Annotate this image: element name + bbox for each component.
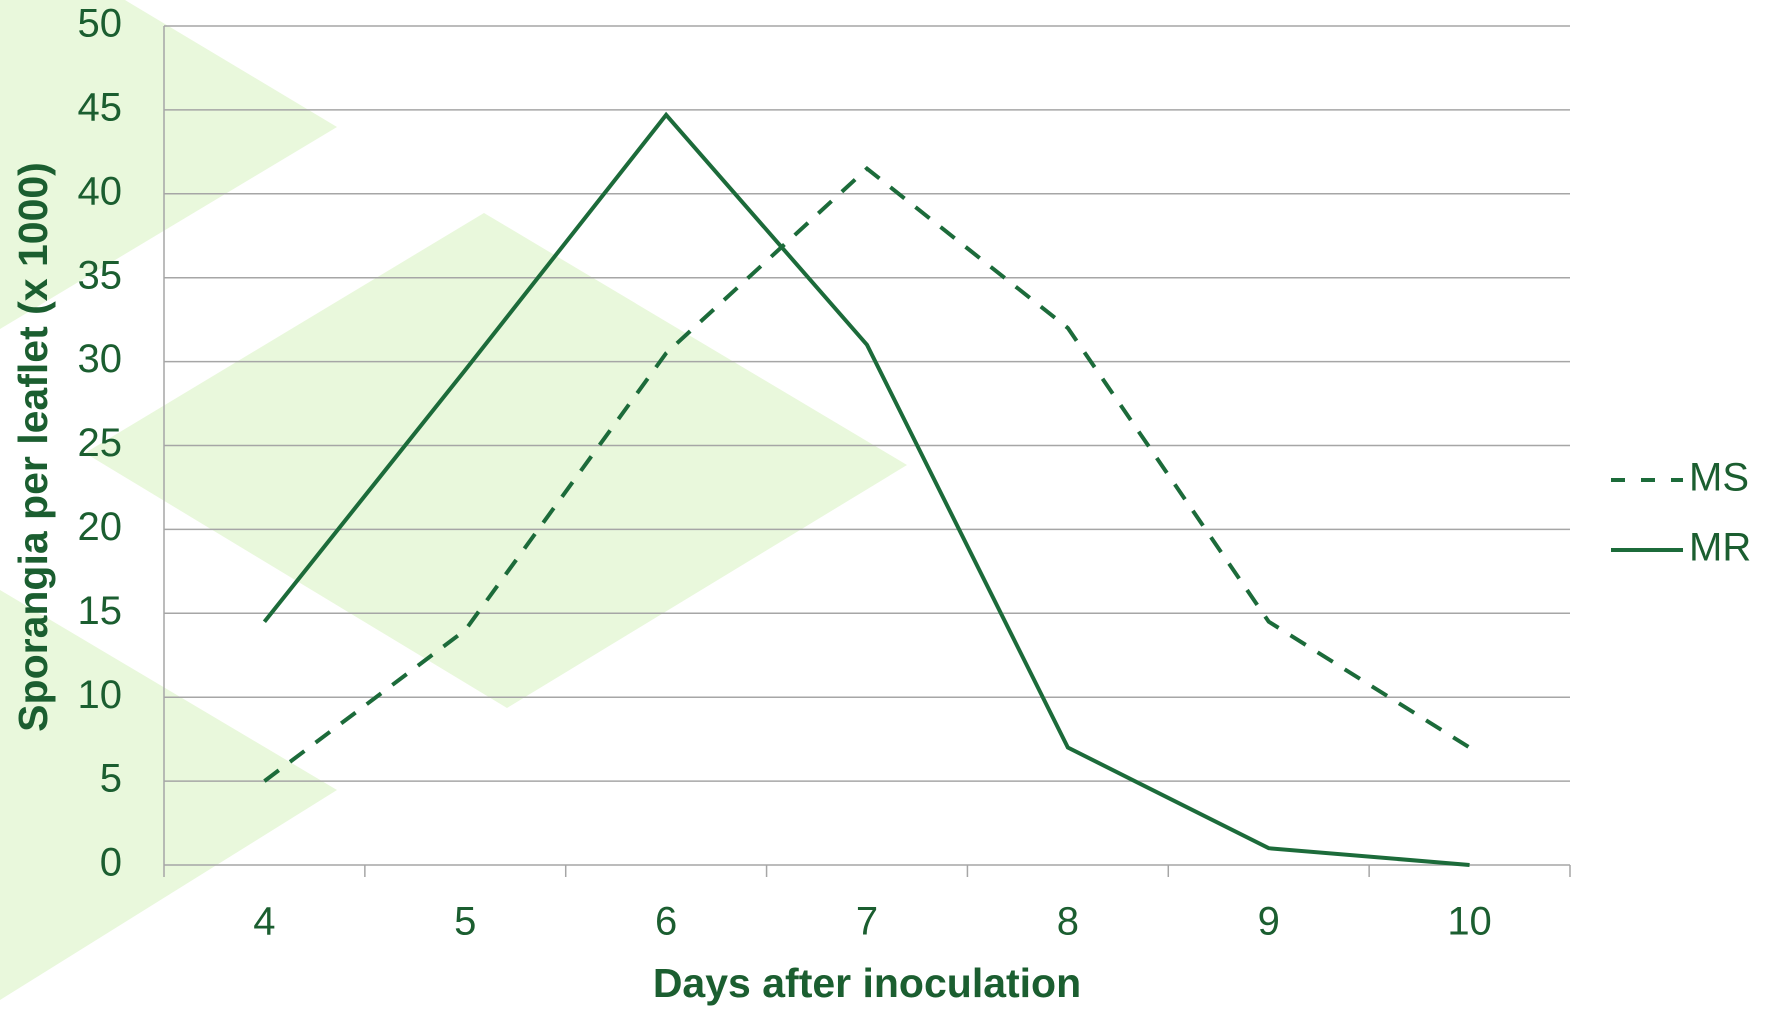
x-tick-label: 9 [1258,900,1280,944]
y-tick-label: 40 [78,169,123,213]
legend-label: MS [1689,456,1749,500]
y-tick-label: 20 [78,505,123,549]
decor-shape [85,213,907,708]
y-tick-label: 5 [100,757,122,801]
y-tick-label: 35 [78,253,123,297]
x-tick-label: 10 [1447,900,1492,944]
y-axis-title: Sporangia per leaflet (x 1000) [10,162,56,732]
y-tick-label: 15 [78,589,123,633]
y-tick-label: 50 [78,2,123,46]
chart: Days after inoculation Sporangia per lea… [0,0,1777,1011]
y-tick-label: 45 [78,85,123,129]
x-tick-label: 7 [856,900,878,944]
y-tick-label: 10 [78,673,123,717]
x-tick-label: 6 [655,900,677,944]
legend-label: MR [1689,526,1751,570]
y-tick-label: 25 [78,421,123,465]
x-tick-label: 5 [454,900,476,944]
x-tick-label: 8 [1057,900,1079,944]
x-tick-label: 4 [253,900,275,944]
y-tick-label: 30 [78,337,123,381]
x-axis-title: Days after inoculation [653,960,1081,1006]
background-decoration [0,0,907,1000]
y-tick-label: 0 [100,841,122,885]
